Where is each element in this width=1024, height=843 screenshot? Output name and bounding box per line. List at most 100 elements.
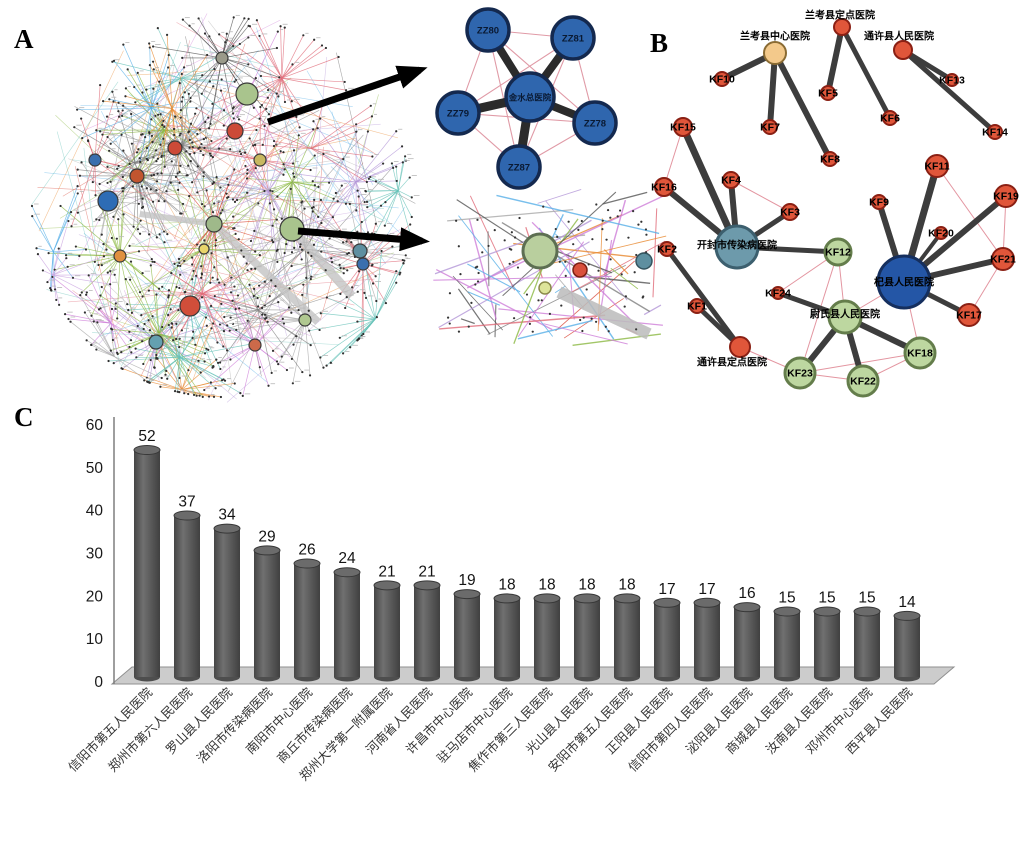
- network-node-label: KF17: [956, 310, 982, 322]
- inset-top-node: [435, 90, 481, 136]
- network-node-label: KF9: [869, 197, 889, 209]
- network-node: [987, 124, 1003, 140]
- network-node: [822, 151, 838, 167]
- network-node-label: 尉氏县人民医院: [810, 308, 880, 321]
- hospital-network-b: 兰考县中心医院 KF10 KF7 KF8 兰考县定点医院 KF5 KF6 通许县人民医院 KF1…: [651, 9, 1019, 398]
- network-node-label: KF18: [907, 348, 933, 360]
- bar-value-label: 15: [818, 590, 835, 607]
- x-category-label: 河南省人民医院: [363, 684, 436, 757]
- network-node: [823, 237, 853, 267]
- subnetwork-inset-top: ZZ80 ZZ81 ZZ79 ZZ78 ZZ87 金水总医院: [435, 7, 618, 190]
- bar-value-label: 21: [378, 563, 395, 580]
- bar-value-label: 26: [298, 542, 315, 559]
- inset-bottom-hub-node: [538, 281, 552, 295]
- hairball-hub-node: [205, 215, 223, 233]
- inset-top-node: [550, 15, 596, 61]
- x-category-label: 邓州市中心医院: [803, 684, 876, 757]
- hairball-hub-node: [129, 168, 145, 184]
- y-tick-label: 50: [86, 460, 104, 477]
- network-node: [846, 364, 880, 398]
- network-node: [820, 85, 836, 101]
- bar: [814, 611, 840, 677]
- x-category-label: 洛阳市传染病医院: [194, 684, 276, 766]
- network-node: [882, 110, 898, 126]
- bar-value-label: 15: [778, 590, 795, 607]
- network-node: [876, 254, 932, 310]
- y-axis-ticks: 0 10 20 30 40 50 60: [86, 417, 104, 691]
- network-b-nodes: [654, 18, 1018, 398]
- inset-bottom-hub-node: [521, 232, 559, 270]
- bar-chart: 0 10 20 30 40 50 60 52 37 34 29 26 24 21 21 19 18 18 18 18 1…: [65, 417, 956, 784]
- x-category-label: 商城县人民医院: [723, 684, 796, 757]
- inset-top-node-label: ZZ87: [508, 163, 530, 174]
- bar: [574, 598, 600, 677]
- hairball-hub-node: [88, 153, 102, 167]
- network-node: [903, 336, 937, 370]
- bar: [694, 602, 720, 677]
- network-node: [714, 224, 760, 270]
- inset-top-node: [496, 144, 542, 190]
- hairball-hub-node: [352, 243, 368, 259]
- hairball-hub-node: [235, 82, 259, 106]
- inset-top-node-label: ZZ81: [562, 34, 585, 45]
- hairball-hub-node: [97, 190, 119, 212]
- bar: [254, 550, 280, 677]
- hairball-hub-node: [279, 216, 305, 242]
- network-node-label: KF8: [820, 154, 840, 166]
- network-node: [991, 247, 1015, 271]
- bar: [294, 563, 320, 677]
- bar-value-label: 34: [218, 507, 236, 524]
- network-node: [925, 154, 949, 178]
- x-category-label: 驻马店市中心医院: [434, 684, 516, 766]
- hairball-network: [30, 13, 420, 403]
- network-node: [833, 18, 851, 36]
- hairball-hub-node: [215, 51, 229, 65]
- hairball-leaf-nodes: [30, 14, 420, 399]
- bar-value-label: 17: [658, 581, 675, 598]
- bar: [174, 515, 200, 677]
- y-tick-label: 20: [86, 588, 104, 605]
- inset-top-node-label: ZZ80: [477, 26, 499, 37]
- network-node: [783, 356, 817, 390]
- bar-value-label: 19: [458, 572, 475, 589]
- network-node: [763, 41, 787, 65]
- inset-bottom-hub-node: [572, 262, 588, 278]
- bar: [134, 450, 160, 677]
- network-node-label: KF4: [721, 175, 741, 187]
- network-node: [659, 241, 675, 257]
- inset-top-node: [465, 7, 511, 53]
- bar-value-label: 18: [578, 576, 595, 593]
- bar: [614, 598, 640, 677]
- y-tick-label: 0: [94, 674, 103, 691]
- panel-a-label: A: [14, 24, 34, 54]
- network-node-label: KF14: [982, 127, 1008, 139]
- network-node-label: 通许县定点医院: [697, 356, 767, 369]
- hairball-hub-node: [167, 140, 183, 156]
- bar: [854, 611, 880, 677]
- network-node-label: KF24: [765, 288, 791, 300]
- x-category-label: 许昌市中心医院: [403, 684, 476, 757]
- network-node: [945, 73, 959, 87]
- bar: [214, 528, 240, 677]
- bar: [894, 615, 920, 677]
- hairball-hub-node: [148, 334, 164, 350]
- hairball-hub-node: [253, 153, 267, 167]
- network-node-label: KF19: [993, 191, 1019, 203]
- x-category-label: 南阳市中心医院: [243, 684, 316, 757]
- network-node-label: 杞县人民医院: [874, 276, 934, 289]
- inset-top-node-label: 金水总医院: [508, 93, 552, 103]
- bar-value-label: 17: [698, 581, 715, 598]
- network-node-label: KF23: [787, 368, 813, 380]
- bar-value-label: 52: [138, 428, 155, 445]
- hairball-hub-node: [248, 338, 262, 352]
- y-tick-label: 30: [86, 546, 104, 563]
- network-node-label: 开封市传染病医院: [697, 239, 777, 252]
- network-node-label: KF7: [760, 122, 780, 134]
- bar-value-label: 15: [858, 590, 875, 607]
- network-node-label: KF11: [924, 161, 949, 173]
- hairball-hub-node: [179, 295, 201, 317]
- network-node-label: KF16: [651, 182, 677, 194]
- network-node-label: KF3: [780, 207, 800, 219]
- x-category-label: 商丘市传染病医院: [274, 684, 356, 766]
